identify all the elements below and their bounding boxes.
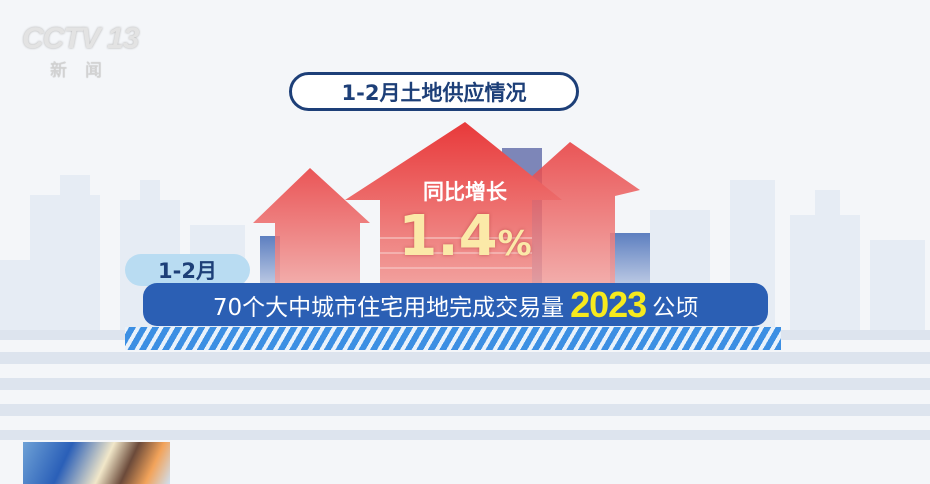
period-badge: 1-2月 bbox=[125, 254, 250, 286]
news-globe-thumbnail bbox=[23, 442, 170, 484]
growth-arrows bbox=[253, 122, 650, 288]
headline-bar: 70个大中城市住宅用地完成交易量 2023 公顷 bbox=[143, 283, 768, 326]
building bbox=[610, 233, 650, 288]
logo-subtitle: 新闻 bbox=[50, 61, 120, 81]
page-title: 1-2月土地供应情况 bbox=[289, 72, 579, 111]
headline-unit: 公顷 bbox=[652, 294, 699, 321]
center-arrow bbox=[345, 122, 562, 288]
growth-label: 同比增长 bbox=[423, 180, 507, 204]
left-arrow bbox=[253, 168, 370, 288]
headline-text: 70个大中城市住宅用地完成交易量 bbox=[212, 294, 565, 321]
growth-value: 1.4% bbox=[398, 204, 532, 269]
right-arrow bbox=[510, 142, 640, 288]
headline-number: 2023 bbox=[570, 283, 647, 325]
striped-divider bbox=[125, 327, 781, 350]
cctv-logo: CCTV 13 bbox=[22, 22, 139, 55]
